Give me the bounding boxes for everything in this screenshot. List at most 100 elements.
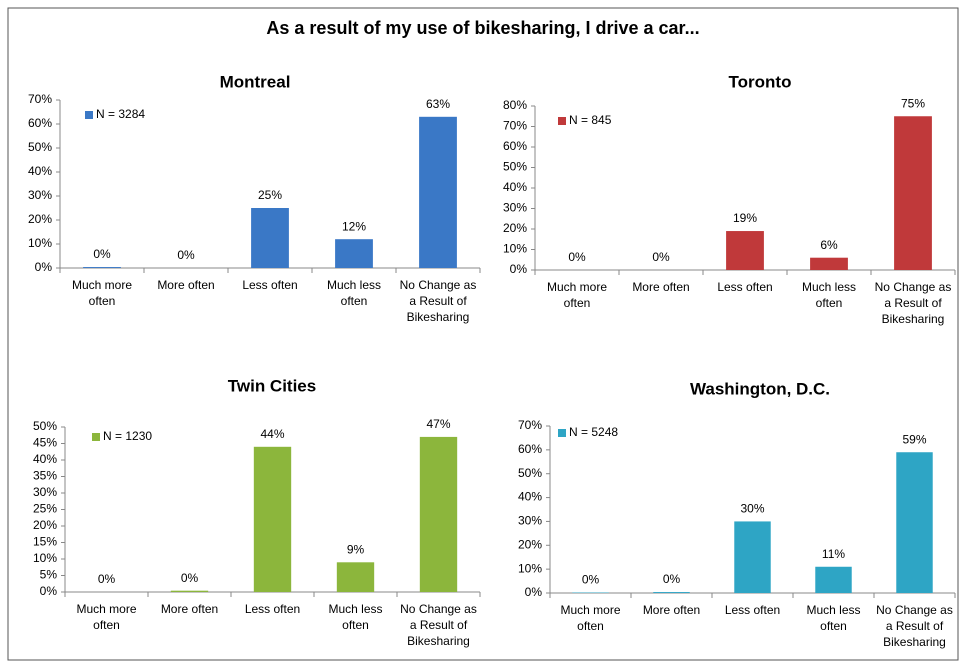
value-label: 0%: [181, 571, 199, 585]
value-label: 63%: [426, 97, 450, 111]
x-tick-label: Much more often: [76, 602, 136, 632]
x-tick-label: No Change as a Result of Bikesharing: [400, 602, 477, 648]
y-tick-label: 10%: [28, 236, 52, 250]
value-label: 47%: [426, 417, 450, 431]
value-label: 59%: [902, 432, 926, 446]
chart-title: Washington, D.C.: [690, 379, 830, 398]
bar: [170, 590, 209, 592]
y-tick-label: 0%: [35, 260, 53, 274]
y-tick-label: 60%: [518, 442, 542, 456]
x-tick-label: No Change as a Result of Bikesharing: [400, 278, 477, 324]
x-tick-label: No Change as a Result of Bikesharing: [876, 603, 953, 649]
x-tick-label: More often: [161, 602, 218, 616]
y-tick-label: 60%: [503, 139, 527, 153]
value-label: 0%: [652, 250, 670, 264]
chart-title: Twin Cities: [228, 376, 316, 395]
value-label: 0%: [98, 572, 116, 586]
y-tick-label: 10%: [33, 551, 57, 565]
y-tick-label: 0%: [510, 262, 528, 276]
x-tick-label: Less often: [242, 278, 297, 292]
y-tick-label: 35%: [33, 469, 57, 483]
x-tick-label: More often: [157, 278, 214, 292]
bar: [810, 257, 848, 270]
y-tick-label: 45%: [33, 436, 57, 450]
x-tick-label: More often: [632, 280, 689, 294]
value-label: 75%: [901, 96, 925, 110]
y-tick-label: 20%: [518, 537, 542, 551]
y-tick-label: 10%: [518, 561, 542, 575]
y-tick-label: 70%: [28, 92, 52, 106]
y-tick-label: 70%: [518, 418, 542, 432]
bar: [726, 231, 764, 270]
legend-label: N = 1230: [103, 429, 152, 443]
y-tick-label: 0%: [40, 584, 58, 598]
bar: [251, 208, 289, 268]
x-tick-label: Much more often: [72, 278, 132, 308]
chart-title: Montreal: [220, 72, 291, 91]
bar: [336, 562, 375, 592]
legend-swatch: [558, 117, 566, 125]
x-tick-label: Much more often: [560, 603, 620, 633]
y-tick-label: 40%: [33, 452, 57, 466]
y-tick-label: 40%: [28, 164, 52, 178]
bar: [335, 239, 373, 268]
x-tick-label: Much less often: [327, 278, 381, 308]
y-tick-label: 30%: [503, 201, 527, 215]
value-label: 6%: [820, 238, 838, 252]
main-title: As a result of my use of bikesharing, I …: [266, 18, 699, 38]
y-tick-label: 15%: [33, 535, 57, 549]
value-label: 12%: [342, 219, 366, 233]
y-tick-label: 20%: [28, 212, 52, 226]
y-tick-label: 20%: [503, 221, 527, 235]
bar: [419, 436, 458, 592]
y-tick-label: 60%: [28, 116, 52, 130]
x-tick-label: No Change as a Result of Bikesharing: [875, 280, 952, 326]
y-tick-label: 50%: [503, 160, 527, 174]
frame: [7, 7, 959, 661]
legend-label: N = 845: [569, 113, 612, 127]
bar: [815, 566, 852, 593]
legend-swatch: [92, 433, 100, 441]
x-tick-label: Less often: [245, 602, 300, 616]
bar: [83, 267, 121, 268]
x-tick-label: Much less often: [806, 603, 860, 633]
y-tick-label: 25%: [33, 502, 57, 516]
y-tick-label: 30%: [518, 514, 542, 528]
value-label: 30%: [740, 502, 764, 516]
x-tick-label: Much less often: [328, 602, 382, 632]
x-tick-label: Much less often: [802, 280, 856, 310]
y-tick-label: 50%: [33, 419, 57, 433]
y-tick-label: 30%: [33, 485, 57, 499]
chart-title: Toronto: [729, 72, 792, 91]
value-label: 0%: [177, 248, 195, 262]
bar: [894, 116, 932, 270]
y-tick-label: 0%: [525, 585, 543, 599]
x-tick-label: Less often: [725, 603, 780, 617]
y-tick-label: 50%: [518, 466, 542, 480]
legend-swatch: [85, 111, 93, 119]
y-tick-label: 40%: [503, 180, 527, 194]
bar: [253, 446, 292, 592]
value-label: 25%: [258, 188, 282, 202]
value-label: 11%: [822, 547, 845, 561]
x-tick-label: More often: [643, 603, 700, 617]
y-tick-label: 70%: [503, 119, 527, 133]
value-label: 9%: [347, 542, 365, 556]
value-label: 19%: [733, 211, 757, 225]
legend-swatch: [558, 429, 566, 437]
legend-label: N = 5248: [569, 425, 618, 439]
value-label: 0%: [663, 572, 681, 586]
value-label: 0%: [582, 573, 600, 587]
value-label: 0%: [568, 250, 586, 264]
y-tick-label: 5%: [40, 568, 58, 582]
y-tick-label: 20%: [33, 518, 57, 532]
legend-label: N = 3284: [96, 107, 145, 121]
y-tick-label: 80%: [503, 98, 527, 112]
value-label: 0%: [93, 247, 111, 261]
y-tick-label: 10%: [503, 242, 527, 256]
bar: [653, 592, 690, 593]
y-tick-label: 30%: [28, 188, 52, 202]
x-tick-label: Much more often: [547, 280, 607, 310]
bar: [419, 116, 457, 268]
